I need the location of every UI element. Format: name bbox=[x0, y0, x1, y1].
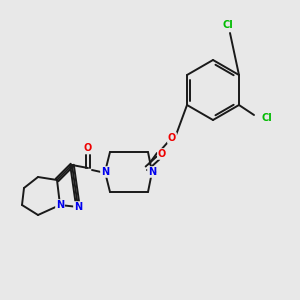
Text: O: O bbox=[168, 133, 176, 143]
Text: N: N bbox=[101, 167, 109, 177]
Text: N: N bbox=[74, 202, 82, 212]
Text: Cl: Cl bbox=[262, 113, 272, 123]
Text: Cl: Cl bbox=[223, 20, 233, 30]
Text: N: N bbox=[148, 167, 156, 177]
Text: O: O bbox=[158, 149, 166, 159]
Text: O: O bbox=[84, 143, 92, 153]
Text: N: N bbox=[56, 200, 64, 210]
